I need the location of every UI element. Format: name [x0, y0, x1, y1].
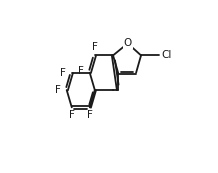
Text: F: F: [60, 68, 66, 78]
Text: F: F: [78, 66, 84, 76]
Text: O: O: [124, 38, 132, 48]
Text: Cl: Cl: [161, 50, 172, 60]
Text: F: F: [87, 110, 93, 120]
Text: F: F: [69, 110, 75, 120]
Text: F: F: [92, 42, 98, 52]
Text: F: F: [55, 85, 61, 95]
